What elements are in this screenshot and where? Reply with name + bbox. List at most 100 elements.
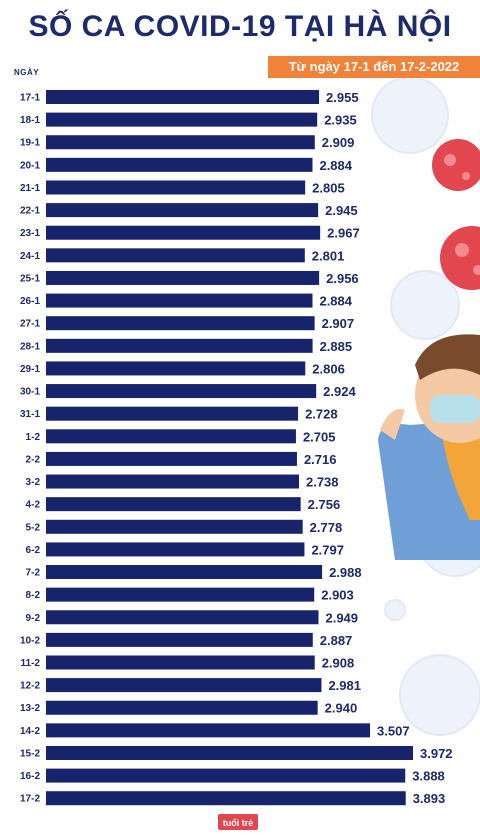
tuoi-tre-logo: tuổi trẻ [218,814,258,830]
bar [46,361,306,376]
category-label: 2-2 [26,454,41,465]
bar [46,678,322,693]
category-label: 14-2 [20,726,40,737]
category-label: 26-1 [20,296,40,307]
category-label: 9-2 [26,613,41,624]
value-label: 2.935 [324,113,357,128]
value-label: 2.728 [305,407,338,422]
category-label: 25-1 [20,273,40,284]
value-label: 2.940 [325,701,358,716]
bar [46,338,313,353]
value-label: 2.805 [312,180,345,195]
bar [46,248,305,263]
category-label: 29-1 [20,364,40,375]
bar [46,135,315,150]
bar [46,157,313,172]
value-label: 2.885 [320,339,353,354]
value-label: 2.887 [320,633,353,648]
value-label: 2.956 [326,271,359,286]
value-label: 2.778 [310,520,343,535]
value-label: 2.907 [322,316,355,331]
category-label: 13-2 [20,703,40,714]
value-label: 2.903 [321,588,354,603]
bar [46,316,315,331]
bar [46,542,305,557]
bar [46,519,303,534]
bar [46,429,296,444]
bar [46,384,317,399]
value-label: 2.945 [325,203,358,218]
category-label: 4-2 [26,500,41,511]
bar [46,90,320,104]
category-label: 6-2 [26,545,41,556]
value-label: 2.955 [326,90,359,105]
bar [46,180,306,195]
person-with-mask-icon [378,334,480,560]
value-label: 2.967 [327,226,360,241]
value-label: 2.988 [329,565,362,580]
bar [46,225,321,240]
bar [46,700,318,715]
value-label: 3.893 [413,791,446,806]
value-label: 2.884 [319,158,352,173]
value-label: 2.949 [325,610,358,625]
page-title: SỐ CA COVID-19 TẠI HÀ NỘI [28,10,452,43]
category-label: 10-2 [20,635,40,646]
bar [46,768,406,783]
category-label: 31-1 [20,409,40,420]
category-label: 17-1 [20,93,40,104]
category-label: 23-1 [20,228,40,239]
date-range-subtitle: Từ ngày 17-1 đến 17-2-2022 [268,56,480,78]
category-label: 21-1 [20,183,40,194]
bar [46,587,315,602]
category-label: 18-1 [20,115,40,126]
category-label: 5-2 [26,522,41,533]
category-label: 1-2 [26,432,41,443]
bar [46,203,319,218]
value-label: 2.797 [311,542,344,557]
bar [46,293,313,308]
bar [46,745,414,760]
bar [46,406,299,421]
category-label: 22-1 [20,206,40,217]
value-label: 2.716 [304,452,337,467]
value-label: 2.705 [303,429,336,444]
value-label: 2.924 [323,384,356,399]
category-label: 11-2 [21,658,41,669]
virus-red-icon [432,139,480,290]
value-label: 3.888 [412,769,445,784]
category-label: 17-2 [20,794,40,805]
svg-text:tuổi trẻ: tuổi trẻ [223,818,254,828]
bar [46,270,320,285]
value-label: 2.908 [322,656,355,671]
category-label: 20-1 [20,160,40,171]
category-label: 27-1 [20,319,40,330]
value-label: 2.738 [306,475,339,490]
value-label: 2.884 [319,294,352,309]
bar [46,565,323,580]
category-label: 7-2 [26,568,41,579]
category-label: 3-2 [26,477,41,488]
bar [46,497,301,512]
bar [46,655,315,670]
category-label: 15-2 [20,748,40,759]
y-axis-label: NGÀY [14,68,40,77]
category-label: 16-2 [20,771,40,782]
value-label: 2.806 [312,361,345,376]
value-label: 3.507 [377,723,410,738]
category-label: 19-1 [20,138,40,149]
value-label: 2.756 [308,497,341,512]
bar [46,723,371,738]
category-label: 30-1 [20,387,40,398]
category-label: 12-2 [20,681,40,692]
category-label: 8-2 [26,590,41,601]
value-label: 2.981 [328,678,361,693]
bar [46,112,318,127]
bar [46,451,297,466]
category-label: 24-1 [20,251,40,262]
value-label: 3.972 [420,746,453,761]
category-label: 28-1 [20,341,40,352]
bar [46,791,406,806]
